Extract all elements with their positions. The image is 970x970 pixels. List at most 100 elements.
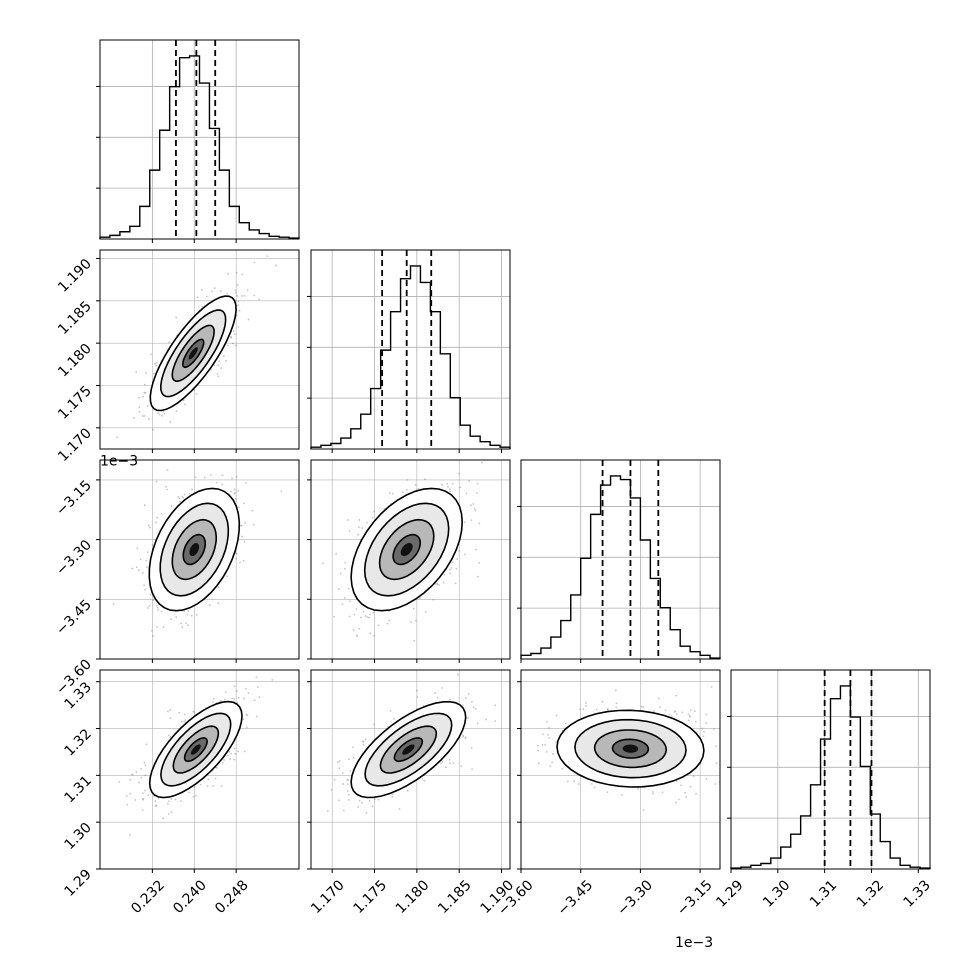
sample-point xyxy=(190,614,193,617)
sample-point xyxy=(143,415,146,417)
sample-point xyxy=(143,383,146,386)
sample-point xyxy=(234,552,237,555)
sample-point xyxy=(337,761,339,764)
sample-point xyxy=(364,615,367,617)
sample-point xyxy=(237,750,240,753)
sample-point xyxy=(607,708,609,710)
sample-point xyxy=(657,697,660,700)
sample-point xyxy=(584,702,587,704)
sample-point xyxy=(344,561,347,564)
sample-point xyxy=(548,736,551,739)
sample-point xyxy=(715,745,717,748)
sample-point xyxy=(131,773,133,776)
sample-point xyxy=(152,599,155,602)
sample-point xyxy=(213,287,216,290)
sample-point xyxy=(258,696,261,699)
sample-point xyxy=(494,704,497,707)
sample-point xyxy=(246,289,249,292)
sample-point xyxy=(421,778,424,780)
panel-frame xyxy=(99,669,300,870)
sample-point xyxy=(138,781,141,784)
sample-point xyxy=(233,758,236,761)
sample-point xyxy=(275,264,277,267)
sample-point xyxy=(170,797,173,800)
sample-point xyxy=(181,626,184,628)
sample-point xyxy=(246,714,249,717)
sample-point xyxy=(675,713,678,716)
sample-point xyxy=(695,792,697,795)
sample-point xyxy=(412,607,415,610)
sample-point xyxy=(156,606,159,609)
sample-point xyxy=(158,413,161,416)
sample-point xyxy=(450,567,453,569)
sample-point xyxy=(458,472,460,475)
sample-point xyxy=(155,361,158,364)
sample-point xyxy=(231,342,234,345)
sample-point xyxy=(343,567,346,570)
sample-point xyxy=(118,780,121,783)
sample-point xyxy=(333,615,336,618)
scatter-panel-1-4 xyxy=(99,669,300,870)
sample-point xyxy=(406,789,409,792)
sample-point xyxy=(220,785,223,787)
sample-point xyxy=(155,804,158,807)
panel-frame xyxy=(730,669,931,870)
sample-point xyxy=(454,582,457,585)
sample-point xyxy=(549,765,552,768)
sample-point xyxy=(555,741,557,743)
sample-point xyxy=(137,569,140,572)
sample-point xyxy=(566,780,569,783)
ticks-2-2 xyxy=(331,449,503,453)
sample-point xyxy=(337,588,340,591)
sample-point xyxy=(701,727,704,730)
hist-step xyxy=(99,55,300,239)
sample-point xyxy=(244,522,246,524)
sample-point xyxy=(175,410,178,413)
sample-point xyxy=(222,355,225,357)
sample-point xyxy=(168,800,170,803)
sample-point xyxy=(217,375,220,378)
scatter-points xyxy=(322,461,484,642)
sample-point xyxy=(253,699,256,702)
sample-point xyxy=(258,298,261,301)
sample-point xyxy=(239,524,242,527)
sample-point xyxy=(449,490,452,493)
sample-point xyxy=(188,791,191,794)
sample-point xyxy=(235,291,237,294)
hist-panel-2 xyxy=(307,249,511,450)
scatter-panel-2-3 xyxy=(310,459,511,660)
sample-point xyxy=(465,492,468,495)
sample-point xyxy=(640,705,643,708)
sample-point xyxy=(235,271,238,274)
sample-point xyxy=(178,711,181,714)
sample-point xyxy=(230,490,233,493)
sample-point xyxy=(577,783,580,785)
sample-point xyxy=(423,779,426,782)
sample-point xyxy=(271,678,274,681)
sample-point xyxy=(678,798,680,801)
sample-point xyxy=(200,289,203,291)
density-contour xyxy=(402,744,415,755)
sample-point xyxy=(147,524,150,527)
sample-point xyxy=(366,521,368,524)
sample-point xyxy=(391,793,394,795)
sample-point xyxy=(457,673,459,676)
sample-point xyxy=(551,752,554,755)
sample-point xyxy=(226,575,229,578)
sample-point xyxy=(366,616,369,618)
sample-point xyxy=(615,702,618,705)
scatter-points xyxy=(116,255,277,439)
sample-point xyxy=(238,309,241,312)
sample-point xyxy=(383,507,386,510)
sample-point xyxy=(358,799,361,802)
sample-point xyxy=(174,798,177,801)
sample-point xyxy=(462,734,465,737)
sample-point xyxy=(537,744,539,747)
sample-point xyxy=(233,747,236,750)
sample-point xyxy=(221,483,223,486)
sample-point xyxy=(245,482,247,484)
scatter-points xyxy=(118,676,274,836)
sample-point xyxy=(182,496,185,499)
sample-point xyxy=(188,492,191,495)
sample-point xyxy=(601,700,604,703)
